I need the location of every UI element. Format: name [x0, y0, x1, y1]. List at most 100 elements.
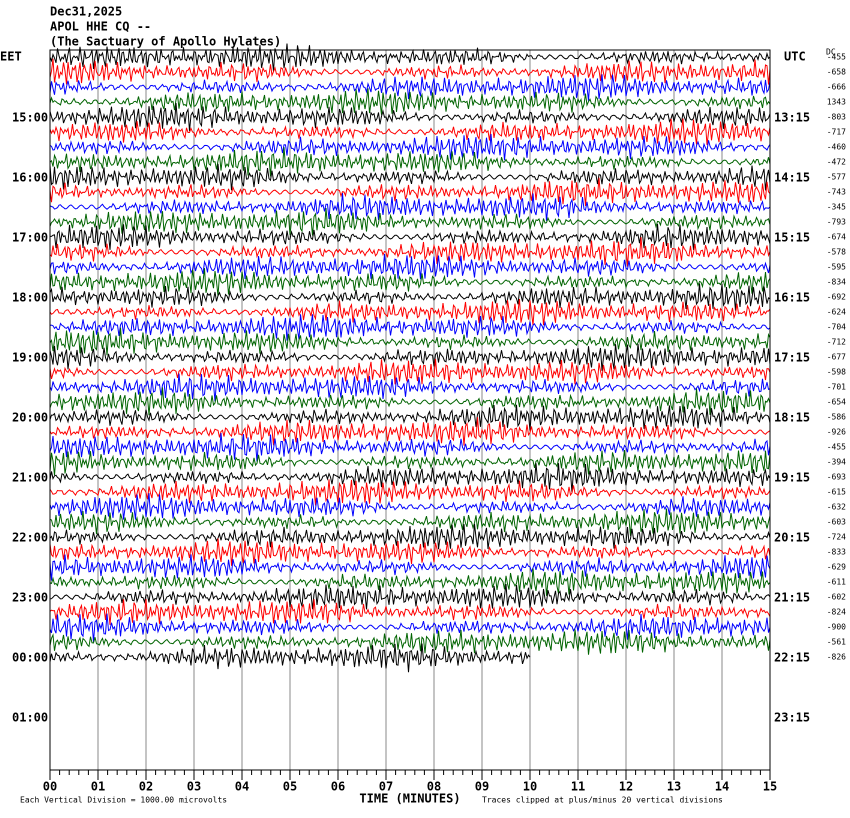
x-tick-label: 13 — [667, 780, 681, 794]
utc-label: 16:15 — [774, 291, 810, 305]
trace — [49, 404, 771, 431]
trace — [49, 283, 771, 311]
date: Dec31,2025 — [50, 5, 122, 19]
trace — [49, 43, 771, 72]
trace — [49, 147, 771, 177]
x-tick-label: 06 — [331, 780, 345, 794]
trace — [49, 463, 771, 493]
eet-label: 15:00 — [12, 111, 48, 125]
trace — [49, 493, 771, 520]
utc-label: 22:15 — [774, 651, 810, 665]
traces — [49, 43, 771, 673]
dc-value: -674 — [827, 233, 846, 242]
trace — [49, 554, 771, 581]
trace — [49, 163, 771, 191]
dc-value: -578 — [827, 248, 846, 257]
utc-label: 23:15 — [774, 711, 810, 725]
dc-header: DC — [826, 48, 836, 57]
dc-value: -658 — [827, 68, 846, 77]
dc-value: -629 — [827, 563, 846, 572]
trace — [49, 298, 771, 326]
x-tick-label: 02 — [139, 780, 153, 794]
left-zone: EET — [0, 50, 22, 64]
dc-value: -472 — [827, 158, 846, 167]
dc-value: -693 — [827, 473, 846, 482]
dc-value: -826 — [827, 653, 846, 662]
trace — [49, 598, 771, 625]
x-tick-label: 08 — [427, 780, 441, 794]
eet-label: 17:00 — [12, 231, 48, 245]
trace — [49, 433, 771, 462]
dc-value: -712 — [827, 338, 846, 347]
trace — [49, 102, 771, 132]
site: (The Sactuary of Apollo Hylates) — [50, 35, 281, 49]
trace — [49, 193, 771, 221]
trace — [49, 327, 771, 356]
right-zone: UTC — [784, 50, 806, 64]
dc-value: -677 — [827, 353, 846, 362]
dc-value: -833 — [827, 548, 846, 557]
trace — [49, 387, 771, 416]
utc-label: 13:15 — [774, 111, 810, 125]
utc-label: 15:15 — [774, 231, 810, 245]
x-tick-label: 01 — [91, 780, 105, 794]
dc-value: -345 — [827, 203, 846, 212]
dc-value: -394 — [827, 458, 846, 467]
station: APOL HHE CQ -- — [50, 20, 151, 34]
x-tick-label: 15 — [763, 780, 777, 794]
trace — [49, 118, 771, 145]
trace — [49, 523, 771, 550]
eet-label: 22:00 — [12, 531, 48, 545]
dc-value: -666 — [827, 83, 846, 92]
dc-value: -603 — [827, 518, 846, 527]
trace — [49, 568, 771, 596]
utc-label: 20:15 — [774, 531, 810, 545]
x-tick-label: 10 — [523, 780, 537, 794]
trace — [49, 629, 771, 655]
dc-value: -598 — [827, 368, 846, 377]
dc-value: -577 — [827, 173, 846, 182]
dc-value: -824 — [827, 608, 846, 617]
x-tick-label: 00 — [43, 780, 57, 794]
trace — [49, 207, 771, 236]
trace — [50, 223, 771, 251]
trace — [49, 74, 771, 101]
dc-value: -615 — [827, 488, 846, 497]
trace — [49, 538, 771, 566]
trace — [49, 417, 771, 446]
trace — [49, 343, 771, 371]
eet-label: 23:00 — [12, 591, 48, 605]
trace — [49, 450, 771, 476]
dc-value: -460 — [827, 143, 846, 152]
dc-value: -654 — [827, 398, 846, 407]
clip-note: Traces clipped at plus/minus 20 vertical… — [482, 796, 723, 805]
trace — [49, 358, 771, 385]
scale-note: Each Vertical Division = 1000.00 microvo… — [20, 796, 227, 805]
dc-value: -704 — [827, 323, 846, 332]
dc-value: -602 — [827, 593, 846, 602]
utc-label: 14:15 — [774, 171, 810, 185]
dc-value: -455 — [827, 443, 846, 452]
dc-value: -701 — [827, 383, 846, 392]
dc-value: -793 — [827, 218, 846, 227]
dc-value: -595 — [827, 263, 846, 272]
eet-label: 21:00 — [12, 471, 48, 485]
trace — [49, 613, 771, 643]
x-tick-label: 04 — [235, 780, 249, 794]
x-tick-label: 09 — [475, 780, 489, 794]
dc-value: -632 — [827, 503, 846, 512]
x-tick-label: 11 — [571, 780, 585, 794]
x-tick-label: 05 — [283, 780, 297, 794]
plot-frame — [49, 49, 771, 771]
utc-label: 19:15 — [774, 471, 810, 485]
dc-value: -611 — [827, 578, 846, 587]
dc-value: 1343 — [827, 98, 846, 107]
eet-label: 19:00 — [12, 351, 48, 365]
trace — [49, 643, 531, 673]
eet-label: 18:00 — [12, 291, 48, 305]
trace — [49, 58, 771, 85]
trace — [49, 253, 771, 280]
eet-label: 20:00 — [12, 411, 48, 425]
eet-label: 00:00 — [12, 651, 48, 665]
